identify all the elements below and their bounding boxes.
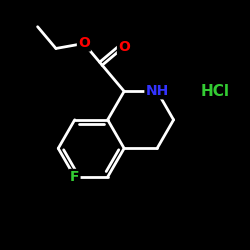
Text: NH: NH — [146, 84, 169, 98]
Text: F: F — [70, 170, 80, 184]
Text: O: O — [78, 36, 90, 51]
Text: O: O — [118, 40, 130, 54]
Text: HCl: HCl — [200, 84, 229, 99]
